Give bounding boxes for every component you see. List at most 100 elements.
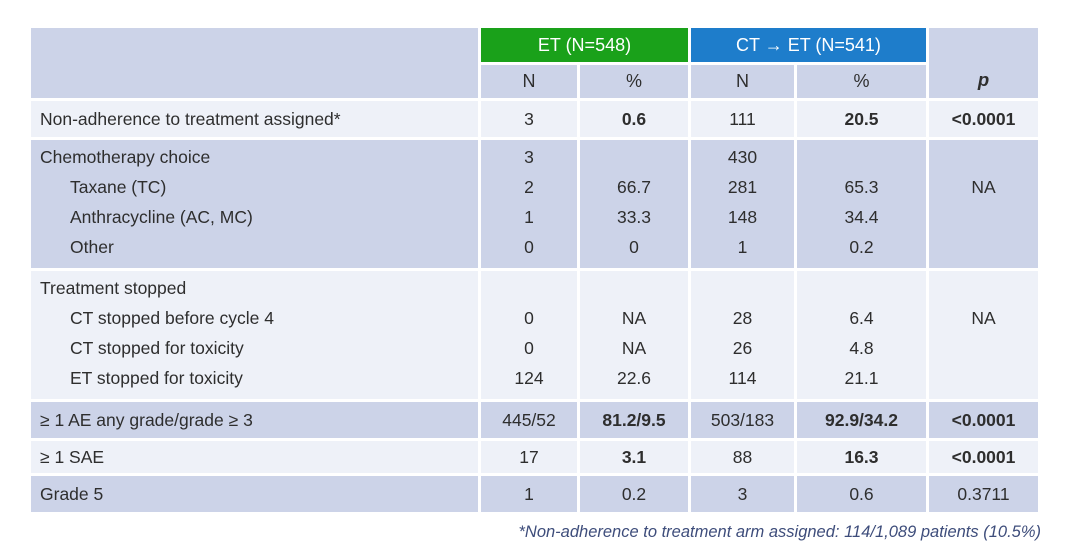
chemo-ctet-n-line: 1 bbox=[737, 237, 748, 257]
chemo-ctet-n-line: 281 bbox=[727, 177, 758, 197]
nonadherence-et-pct: 0.6 bbox=[580, 101, 688, 137]
chemo-taxane-label: Taxane (TC) bbox=[70, 177, 167, 197]
p-column-header: p bbox=[929, 28, 1038, 98]
et-n-header: N bbox=[481, 65, 577, 98]
chemo-ctet-pct-line: 65.3 bbox=[844, 177, 879, 197]
chemo-et-n-line: 2 bbox=[524, 177, 534, 197]
treatment-ctet-pct-line: 4.8 bbox=[849, 338, 874, 358]
row-sae: ≥ 1 SAE 17 3.1 88 16.3 <0.0001 bbox=[31, 441, 1038, 473]
corner-cell bbox=[31, 28, 478, 98]
treatment-et-pct-line bbox=[581, 273, 687, 303]
sae-p: <0.0001 bbox=[929, 441, 1038, 473]
sae-label: ≥ 1 SAE bbox=[31, 441, 478, 473]
treatment-et-pct: NA NA 22.6 bbox=[580, 271, 688, 399]
treatment-p: NA bbox=[929, 271, 1038, 399]
chemo-p-value: NA bbox=[971, 177, 996, 197]
chemo-ctet-pct-line: 0.2 bbox=[849, 237, 874, 257]
treatment-et-n-line: 124 bbox=[514, 368, 544, 388]
grade5-et-n: 1 bbox=[481, 476, 577, 512]
sae-ctet-pct: 16.3 bbox=[797, 441, 926, 473]
chemo-ctet-pct: 65.3 34.4 0.2 bbox=[797, 140, 926, 268]
treatment-et-n-line: 0 bbox=[524, 338, 534, 358]
nonadherence-ctet-pct: 20.5 bbox=[797, 101, 926, 137]
treatment-ctet-n-line: 26 bbox=[732, 338, 753, 358]
chemo-p-line bbox=[930, 202, 1037, 232]
chemo-et-n-line: 3 bbox=[524, 147, 534, 167]
treatment-et-n-line: 0 bbox=[524, 308, 534, 328]
ae-ctet-n: 503/183 bbox=[691, 402, 794, 438]
grade5-ctet-n: 3 bbox=[691, 476, 794, 512]
chemo-et-pct-line bbox=[581, 142, 687, 172]
chemo-et-pct-line: 66.7 bbox=[616, 177, 652, 197]
treatment-ct-toxicity-label: CT stopped for toxicity bbox=[70, 338, 244, 358]
chemo-anthracycline-label: Anthracycline (AC, MC) bbox=[70, 207, 253, 227]
treatment-et-toxicity-label: ET stopped for toxicity bbox=[70, 368, 243, 388]
chemo-et-pct-line: 0 bbox=[629, 237, 639, 257]
chemo-p: NA bbox=[929, 140, 1038, 268]
chemo-group-label: Chemotherapy choice bbox=[40, 147, 211, 167]
nonadherence-et-n: 3 bbox=[481, 101, 577, 137]
chemo-et-n-line: 0 bbox=[524, 237, 534, 257]
grade5-label: Grade 5 bbox=[31, 476, 478, 512]
ae-et-n: 445/52 bbox=[481, 402, 577, 438]
chemo-et-n: 3 2 1 0 bbox=[481, 140, 577, 268]
row-treatment-stopped: Treatment stopped CT stopped before cycl… bbox=[31, 271, 1038, 399]
treatment-p-line bbox=[930, 273, 1037, 303]
chemo-p-line bbox=[930, 142, 1037, 172]
treatment-ct-before-cycle4-label: CT stopped before cycle 4 bbox=[70, 308, 274, 328]
nonadherence-p: <0.0001 bbox=[929, 101, 1038, 137]
treatment-ctet-n-line bbox=[692, 273, 793, 303]
treatment-group-label: Treatment stopped bbox=[40, 278, 187, 298]
chemo-et-pct: 66.7 33.3 0 bbox=[580, 140, 688, 268]
treatment-p-line bbox=[930, 363, 1037, 393]
treatment-labels: Treatment stopped CT stopped before cycl… bbox=[31, 271, 478, 399]
treatment-et-n-line bbox=[482, 273, 576, 303]
et-group-header: ET (N=548) bbox=[481, 28, 688, 62]
treatment-p-value: NA bbox=[971, 308, 996, 328]
grade5-ctet-pct: 0.6 bbox=[797, 476, 926, 512]
treatment-ctet-pct-line: 6.4 bbox=[849, 308, 874, 328]
chemo-ctet-pct-line bbox=[798, 142, 925, 172]
ctet-pct-header: % bbox=[797, 65, 926, 98]
chemo-et-pct-line: 33.3 bbox=[616, 207, 652, 227]
grade5-et-pct: 0.2 bbox=[580, 476, 688, 512]
treatment-ctet-n: 28 26 114 bbox=[691, 271, 794, 399]
sae-ctet-n: 88 bbox=[691, 441, 794, 473]
treatment-et-pct-line: NA bbox=[621, 308, 647, 328]
sae-et-pct: 3.1 bbox=[580, 441, 688, 473]
treatment-ctet-n-line: 28 bbox=[732, 308, 753, 328]
grade5-p: 0.3711 bbox=[929, 476, 1038, 512]
nonadherence-ctet-n: 111 bbox=[691, 101, 794, 137]
chemo-labels: Chemotherapy choice Taxane (TC) Anthracy… bbox=[31, 140, 478, 268]
chemo-ctet-n: 430 281 148 1 bbox=[691, 140, 794, 268]
treatment-ctet-pct-line: 21.1 bbox=[844, 368, 879, 388]
row-nonadherence: Non-adherence to treatment assigned* 3 0… bbox=[31, 101, 1038, 137]
ctet-n-header: N bbox=[691, 65, 794, 98]
header-row-sub: N % N % bbox=[31, 65, 1038, 98]
chemo-et-n-line: 1 bbox=[524, 207, 534, 227]
treatment-p-line bbox=[930, 333, 1037, 363]
sae-et-n: 17 bbox=[481, 441, 577, 473]
ae-et-pct: 81.2/9.5 bbox=[580, 402, 688, 438]
chemo-other-label: Other bbox=[70, 237, 114, 257]
row-chemotherapy-choice: Chemotherapy choice Taxane (TC) Anthracy… bbox=[31, 140, 1038, 268]
ae-ctet-pct: 92.9/34.2 bbox=[797, 402, 926, 438]
chemo-ctet-pct-line: 34.4 bbox=[844, 207, 879, 227]
treatment-ctet-pct-line bbox=[798, 273, 925, 303]
ctet-group-header: CT → ET (N=541) bbox=[691, 28, 926, 62]
results-table: ET (N=548) CT → ET (N=541) p N % N % Non… bbox=[28, 25, 1041, 515]
treatment-et-n: 0 0 124 bbox=[481, 271, 577, 399]
header-row-groups: ET (N=548) CT → ET (N=541) p bbox=[31, 28, 1038, 98]
ae-p: <0.0001 bbox=[929, 402, 1038, 438]
ae-label: ≥ 1 AE any grade/grade ≥ 3 bbox=[31, 402, 478, 438]
chemo-ctet-n-line: 430 bbox=[727, 147, 758, 167]
chemo-p-line bbox=[930, 232, 1037, 262]
treatment-et-pct-line: NA bbox=[621, 338, 647, 358]
treatment-ctet-n-line: 114 bbox=[728, 368, 757, 388]
row-grade5: Grade 5 1 0.2 3 0.6 0.3711 bbox=[31, 476, 1038, 512]
treatment-et-pct-line: 22.6 bbox=[616, 368, 652, 388]
nonadherence-label: Non-adherence to treatment assigned* bbox=[31, 101, 478, 137]
chemo-ctet-n-line: 148 bbox=[727, 207, 758, 227]
treatment-ctet-pct: 6.4 4.8 21.1 bbox=[797, 271, 926, 399]
